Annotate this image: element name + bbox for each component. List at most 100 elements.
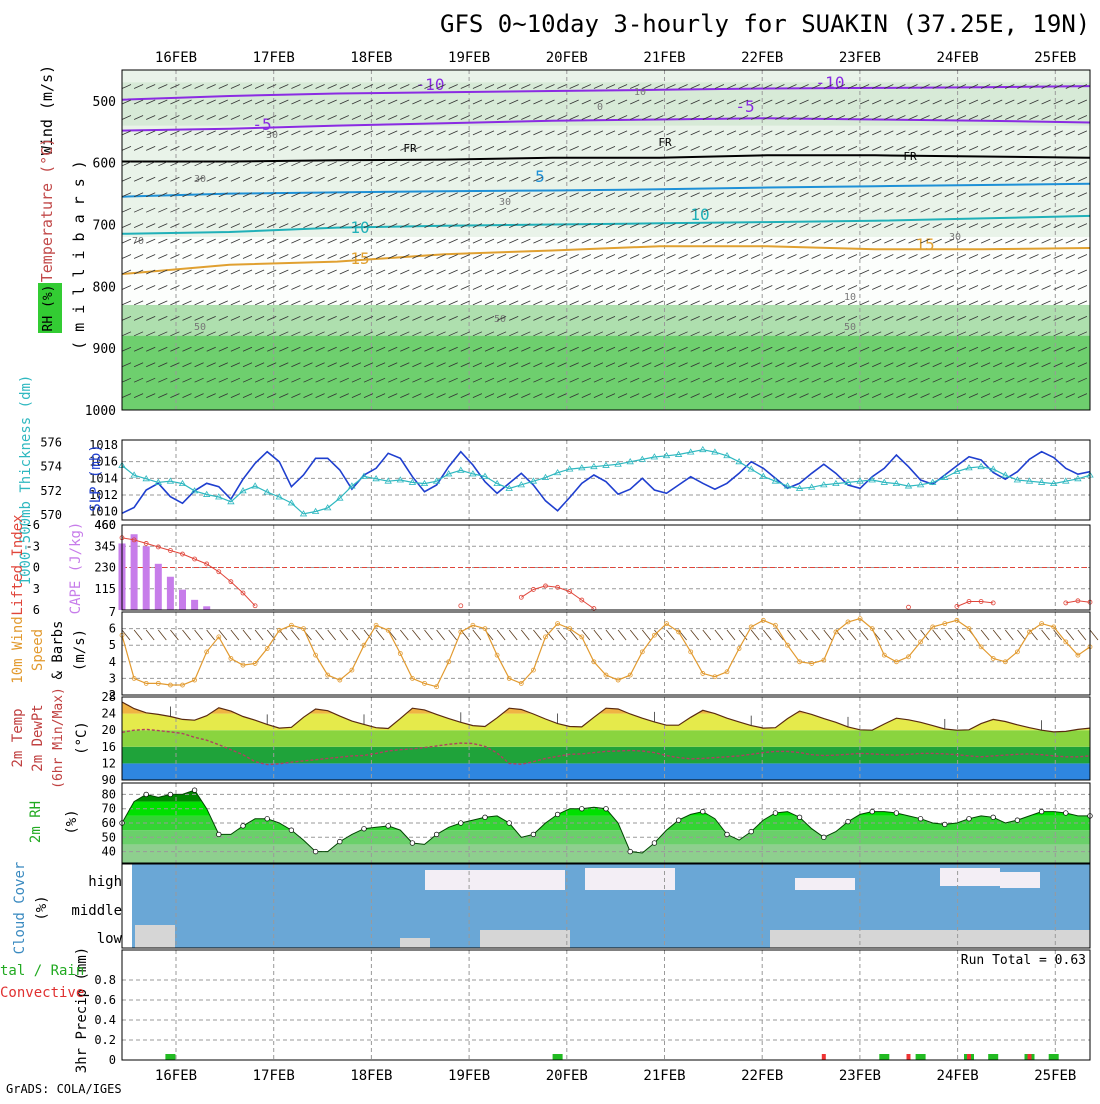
wind-barb	[1029, 207, 1039, 213]
date-label-bottom: 24FEB	[937, 1068, 979, 1084]
wind-speed-point	[615, 677, 621, 683]
wind-barb	[1041, 84, 1051, 89]
wind-barb	[666, 377, 676, 383]
wind-barb	[1017, 300, 1027, 306]
wind-barb	[206, 346, 216, 352]
wind-barb	[920, 269, 930, 275]
wind-speed-point	[434, 684, 440, 690]
wind-barb	[303, 130, 313, 136]
wind-barb	[146, 99, 156, 105]
wind-barb	[714, 99, 725, 105]
wind-barb	[121, 269, 132, 275]
wind-barb-10m	[593, 629, 603, 641]
thickness-point	[965, 464, 973, 471]
wind-barb	[1017, 285, 1027, 290]
wind-barb	[436, 362, 446, 368]
wind-barb	[678, 207, 688, 213]
wind-barb	[1029, 176, 1039, 182]
wind-barb	[666, 145, 676, 151]
wind-barb	[642, 99, 652, 105]
wind-barb	[738, 285, 749, 290]
wind-barb	[182, 377, 192, 383]
wind-barb	[714, 315, 725, 321]
wind-barb	[738, 315, 749, 321]
wind-barb	[388, 346, 398, 352]
rh-point	[772, 810, 779, 816]
wind-barb	[1077, 377, 1088, 383]
wind-barb	[884, 207, 894, 213]
wind-barb	[968, 254, 979, 259]
wind-speed-point	[470, 622, 476, 628]
wind-barb	[751, 161, 761, 167]
wind-barb	[206, 99, 216, 105]
wind-barb	[956, 84, 967, 89]
wind-barb	[835, 145, 846, 151]
thickness-point	[469, 470, 477, 477]
wind-barb	[315, 145, 325, 151]
wind-speed-point	[131, 676, 137, 681]
wind-speed-point	[712, 674, 718, 680]
wind-barb	[1005, 145, 1015, 151]
wind-barb	[775, 130, 785, 136]
wind-barb	[363, 84, 374, 89]
upper-air-ytick: 900	[93, 342, 116, 357]
rh-point	[530, 831, 537, 838]
wind-barb	[908, 285, 918, 290]
wind-barb	[738, 176, 749, 182]
wind-barb	[484, 84, 495, 89]
wind-barb	[787, 99, 797, 105]
wind-barb	[775, 115, 785, 120]
date-label-top: 18FEB	[350, 50, 392, 66]
rh-point	[1038, 808, 1045, 815]
thickness-point	[916, 481, 925, 488]
wind-barb	[170, 346, 180, 352]
wind-barb	[654, 145, 664, 151]
rh-band	[122, 844, 1090, 863]
wind-speed-point	[506, 676, 512, 681]
wind-barb	[412, 207, 422, 213]
wind-barb	[242, 254, 253, 259]
wind-barb	[436, 192, 446, 198]
wind-barb	[254, 285, 265, 290]
wind-barb	[545, 99, 555, 105]
wind-speed-point	[458, 629, 464, 635]
wind-barb	[291, 192, 301, 198]
wind-barb	[291, 223, 301, 229]
wind-barb	[581, 254, 591, 259]
wind-barb	[121, 207, 132, 213]
wind-barb	[726, 207, 737, 213]
slp-ytick: 1018	[89, 438, 118, 452]
wind-barb	[714, 130, 725, 136]
wind-barb	[835, 161, 846, 167]
wind-barb	[121, 285, 132, 290]
wind-barb	[787, 176, 797, 182]
wind-barb	[533, 207, 543, 213]
date-label-bottom: 20FEB	[546, 1068, 588, 1084]
wind-speed-point	[736, 646, 742, 651]
wind-barb	[267, 331, 277, 337]
wind-barb	[315, 192, 325, 198]
wind-barb	[581, 393, 591, 399]
isotherm-label: 10	[350, 218, 369, 237]
wind-barb	[690, 269, 700, 275]
wind-barb	[956, 346, 967, 352]
date-label-bottom: 23FEB	[839, 1068, 881, 1084]
wind-barb	[412, 130, 422, 136]
rh-contour-label: 10	[634, 87, 646, 98]
wind-barb	[738, 377, 749, 383]
wind-barb	[726, 315, 737, 321]
wind-barb	[811, 176, 821, 182]
wind-barb	[617, 331, 628, 337]
wind-barb	[872, 254, 882, 259]
wind-barb	[206, 254, 216, 259]
cloud-row-label: middle	[71, 903, 122, 919]
wind-barb	[1041, 300, 1051, 306]
wind-barb	[1005, 207, 1015, 213]
wind-barb	[617, 130, 628, 136]
wind-barb	[182, 161, 192, 167]
wind-barb	[230, 130, 241, 136]
wind-barb	[799, 300, 809, 306]
wind-barb	[1077, 223, 1088, 229]
wind-barb	[412, 315, 422, 321]
wind-barb	[218, 145, 228, 151]
